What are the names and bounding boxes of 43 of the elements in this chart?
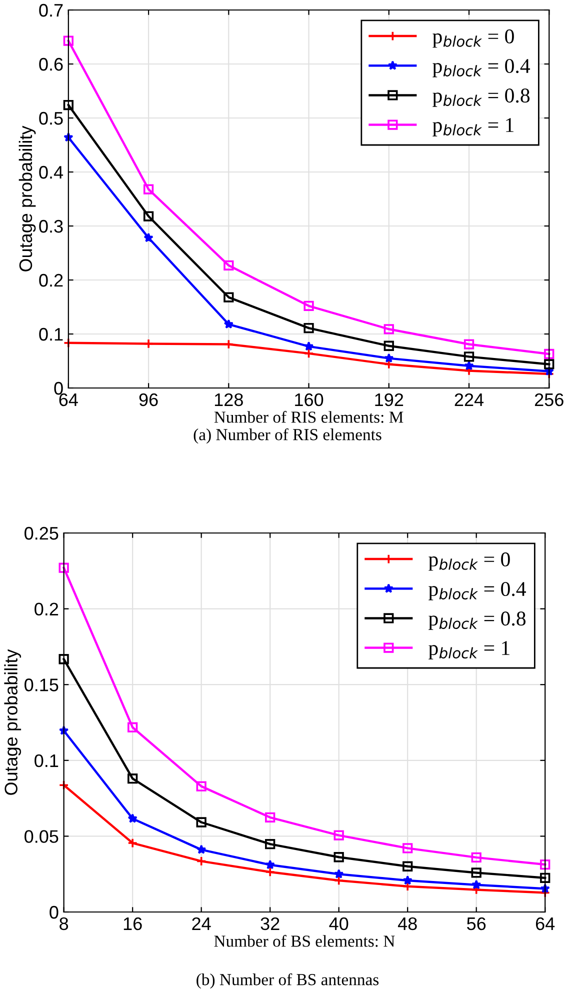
legend-label: p$_{block}$ = 0: [432, 29, 514, 48]
x-tick-label: 48: [398, 917, 417, 930]
y-tick-label: 0.5: [39, 112, 63, 125]
x-tick-label: 192: [375, 393, 404, 406]
x-tick-label: 24: [192, 917, 211, 930]
legend-label: p$_{block}$ = 0.8: [432, 88, 530, 107]
legend-label: p$_{block}$ = 0: [428, 552, 510, 571]
y-tick-label: 0.15: [24, 678, 58, 692]
y-tick-label: 0: [54, 382, 63, 395]
y-tick-label: 0.25: [24, 526, 58, 540]
y-axis-title: Outage probability: [18, 126, 36, 272]
y-tick-label: 0.2: [39, 274, 63, 287]
y-tick-label: 0.1: [39, 328, 63, 341]
y-tick-label: 0.3: [39, 220, 63, 233]
x-tick-label: 64: [536, 917, 555, 930]
x-tick-label: 128: [214, 393, 243, 406]
legend-label: p$_{block}$ = 1: [428, 641, 510, 660]
y-tick-label: 0: [50, 906, 58, 919]
legend-label: p$_{block}$ = 0.4: [428, 582, 526, 600]
x-tick-label: 8: [60, 917, 68, 930]
legend-label: p$_{block}$ = 0.8: [428, 612, 526, 630]
x-tick-label: 224: [454, 393, 484, 406]
x-tick-label: 32: [260, 917, 280, 930]
x-axis-title: Number of BS elements: N: [214, 934, 395, 947]
x-tick-label: 40: [329, 917, 348, 930]
text: (b) Number of BS antennas: [196, 973, 379, 989]
x-tick-label: 16: [124, 917, 142, 930]
x-tick-label: 64: [59, 393, 78, 406]
x-tick-label: 56: [467, 917, 486, 930]
y-tick-label: 0.4: [39, 166, 64, 179]
text: (a) Number of RIS elements: [194, 428, 382, 444]
y-tick-label: 0.2: [34, 602, 58, 616]
x-tick-label: 96: [139, 393, 158, 406]
y-tick-label: 0.05: [24, 830, 58, 843]
y-tick-label: 0.7: [39, 4, 63, 17]
y-axis-title: Outage probability: [4, 649, 22, 795]
y-tick-label: 0.6: [39, 58, 63, 71]
x-tick-label: 256: [534, 393, 564, 406]
legend-label: p$_{block}$ = 0.4: [432, 58, 530, 78]
legend-label: p$_{block}$ = 1: [432, 118, 514, 136]
x-axis-title: Number of RIS elements: M: [214, 410, 404, 423]
x-tick-label: 160: [295, 393, 324, 406]
y-tick-label: 0.1: [34, 754, 58, 768]
